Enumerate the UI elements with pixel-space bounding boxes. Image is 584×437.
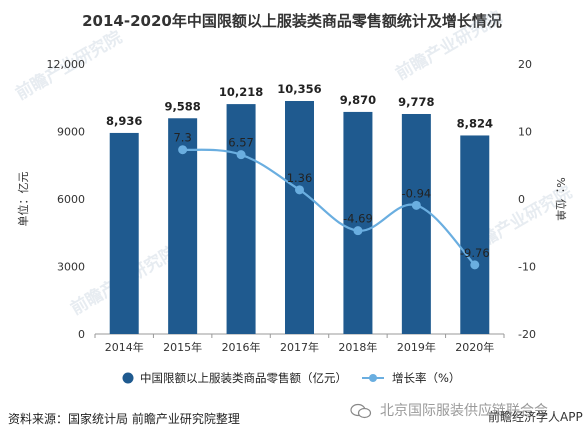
growth-point [236, 150, 246, 160]
x-tick-label: 2018年 [338, 340, 377, 354]
growth-value-label: 1.36 [287, 171, 313, 185]
growth-value-label: -0.94 [401, 186, 431, 200]
y2-tick-label: 20 [518, 58, 532, 71]
chart-watermark: 前瞻产业研究院 [392, 7, 506, 85]
x-tick-label: 2019年 [397, 340, 436, 354]
bar [343, 111, 373, 334]
bar [401, 113, 431, 335]
y-tick-label: 12,000 [47, 58, 86, 71]
bar-value-label: 10,356 [277, 82, 321, 96]
source-note: 资料来源：国家统计局 前瞻产业研究院整理 [8, 412, 240, 426]
y2-tick-label: 0 [518, 193, 525, 206]
chart-title: 2014-2020年中国限额以上服装类商品零售额统计及增长情况 [82, 12, 502, 30]
x-tick-label: 2017年 [280, 340, 319, 354]
y2-tick-label: 10 [518, 126, 532, 139]
bar-value-label: 9,870 [340, 93, 376, 107]
bar-value-label: 9,588 [164, 99, 200, 113]
growth-line [182, 148, 476, 266]
wechat-icon [350, 403, 372, 419]
bar [109, 132, 139, 334]
chart-axes: 0 3000 6000 9000 12,000 -20 -10 0 10 20 2014年 2015年… [16, 58, 568, 354]
legend-line-dot [369, 374, 377, 382]
bar [285, 100, 314, 335]
x-tick-label: 2015年 [163, 340, 202, 354]
growth-point [353, 226, 363, 236]
bar-value-label: 10,218 [219, 85, 263, 99]
growth-value-label: -4.69 [343, 212, 373, 226]
data-labels: 8,936 9,588 10,218 10,356 9,870 9,778 8,824 7.3… [106, 82, 493, 260]
growth-value-label: -9.76 [460, 246, 490, 260]
y-tick-label: 6000 [57, 193, 85, 206]
growth-point [470, 260, 480, 270]
bar-value-label: 8,824 [457, 116, 493, 130]
x-tick-label: 2020年 [455, 340, 494, 354]
y-axis-title: 单位：亿元 [16, 172, 30, 227]
y-tick-label: 9000 [57, 126, 85, 139]
growth-value-label: 7.3 [173, 131, 191, 145]
y-tick-label: 0 [78, 328, 85, 341]
growth-line-series [178, 145, 480, 270]
growth-point [178, 145, 188, 155]
chart-legend: 中国限额以上服装类商品零售额（亿元） 增长率（%） [122, 371, 460, 385]
bar-value-label: 9,778 [398, 95, 434, 109]
y2-tick-label: -10 [518, 261, 536, 274]
x-tick-label: 2014年 [105, 340, 144, 354]
watermark-federation: 北京国际服装供应链联合会 [380, 403, 548, 419]
legend-bar-marker [122, 372, 134, 384]
x-tick-label: 2016年 [222, 340, 261, 354]
bar-value-label: 8,936 [106, 114, 142, 128]
bar-series [109, 100, 490, 335]
bar [226, 104, 256, 334]
legend-bar-label: 中国限额以上服装类商品零售额（亿元） [140, 371, 347, 385]
y2-tick-label: -20 [518, 328, 536, 341]
bar [460, 135, 490, 334]
y2-axis-title: %：位单 [554, 177, 568, 220]
y-tick-label: 3000 [57, 261, 85, 274]
growth-value-label: 6.57 [228, 136, 254, 150]
watermark-app: 前瞻经济学人APP [488, 410, 583, 424]
legend-line-label: 增长率（%） [392, 371, 460, 385]
growth-point [295, 185, 304, 195]
growth-point [411, 200, 421, 210]
